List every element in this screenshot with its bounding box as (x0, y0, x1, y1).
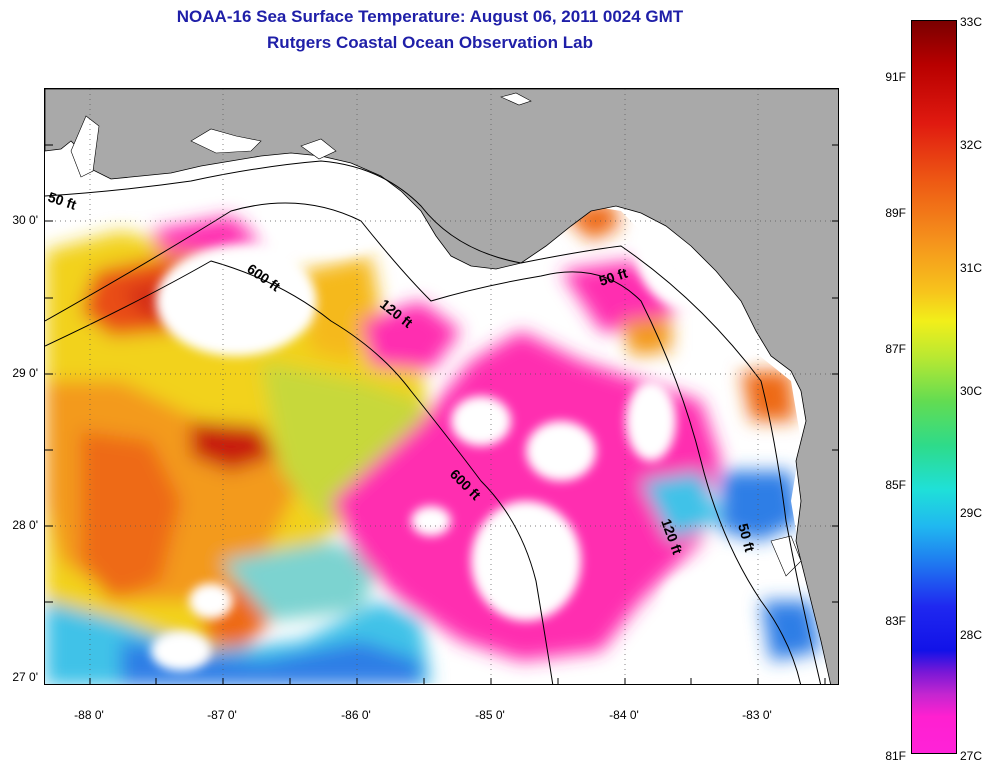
lon-label-87: -87 0' (207, 708, 237, 722)
colorbar-label-81f: 81F (885, 749, 906, 763)
st-andrew-bay (300, 138, 337, 160)
lat-label-30: 30 0' (12, 213, 38, 227)
contour-600ft (45, 260, 554, 684)
mobile-bay (70, 115, 100, 178)
land-mass (45, 89, 838, 684)
lat-label-28: 28 0' (12, 518, 38, 532)
colorbar-label-32c: 32C (960, 138, 983, 152)
lon-label-83: -83 0' (742, 708, 772, 722)
sst-map: 50 ft 600 ft 120 ft 50 ft 600 ft 120 ft … (44, 88, 839, 685)
lat-label-29: 29 0' (12, 366, 38, 380)
contour-50ft-west (45, 160, 822, 684)
contour-120ft (45, 202, 802, 684)
inland-lake (500, 92, 532, 106)
colorbar-label-89f: 89F (885, 206, 906, 220)
colorbar-label-91f: 91F (885, 70, 906, 84)
lon-label-86: -86 0' (341, 708, 371, 722)
sst-map-canvas: 50 ft 600 ft 120 ft 50 ft 600 ft 120 ft … (45, 89, 838, 684)
colorbar-label-31c: 31C (960, 261, 983, 275)
tampa-bay (770, 535, 802, 577)
lat-label-27: 27 0' (12, 670, 38, 684)
colorbar-label-33c: 33C (960, 15, 983, 29)
lon-label-88: -88 0' (74, 708, 104, 722)
temperature-colorbar (911, 20, 957, 754)
colorbar-label-87f: 87F (885, 342, 906, 356)
contour-label-50ft-east: 50 ft (735, 522, 758, 554)
map-subtitle: Rutgers Coastal Ocean Observation Lab (267, 33, 593, 52)
axis-ticks (45, 144, 838, 684)
lon-label-84: -84 0' (609, 708, 639, 722)
colorbar-label-29c: 29C (960, 506, 983, 520)
colorbar-label-30c: 30C (960, 384, 983, 398)
colorbar-label-28c: 28C (960, 628, 983, 642)
choctawhatchee-bay (190, 128, 262, 154)
map-title: NOAA-16 Sea Surface Temperature: August … (176, 7, 684, 26)
colorbar-label-27c: 27C (960, 749, 983, 763)
colorbar-label-85f: 85F (885, 478, 906, 492)
colorbar-label-83f: 83F (885, 614, 906, 628)
lon-label-85: -85 0' (475, 708, 505, 722)
